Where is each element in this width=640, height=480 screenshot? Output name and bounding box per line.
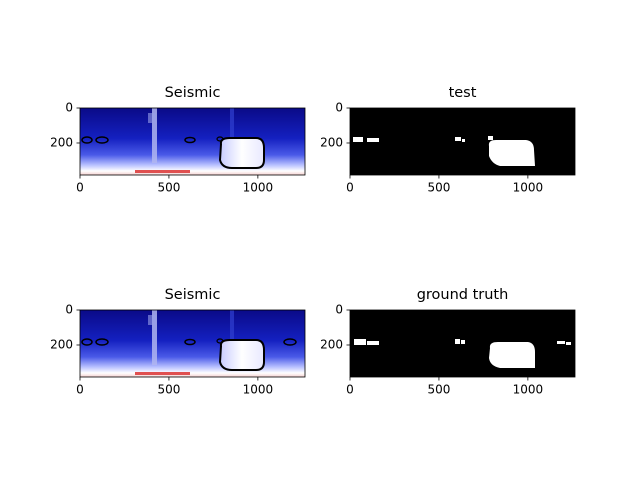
x-tick-label: 0	[76, 181, 84, 195]
x-tick-label: 0	[346, 383, 354, 397]
x-tick-label: 1000	[513, 181, 544, 195]
image-seismic-2	[79, 309, 306, 378]
axes-title: test	[449, 85, 477, 101]
y-tick-label: 200	[50, 135, 73, 149]
x-tick-label: 1000	[243, 383, 274, 397]
x-tick-label: 500	[427, 181, 450, 195]
axes-frame	[79, 107, 306, 176]
x-tick-label: 1000	[243, 181, 274, 195]
x-tick-label: 1000	[513, 383, 544, 397]
y-tick-label: 0	[335, 303, 343, 317]
y-tick-label: 0	[65, 303, 73, 317]
x-tick-label: 500	[157, 181, 180, 195]
y-tick-label: 200	[50, 337, 73, 351]
image-test	[350, 108, 575, 175]
axes-frame	[349, 107, 576, 176]
axes-frame	[79, 309, 306, 378]
axes-frame	[349, 309, 576, 378]
x-tick-label: 500	[157, 383, 180, 397]
x-tick-label: 0	[76, 383, 84, 397]
axes-title: Seismic	[165, 85, 221, 101]
image-ground-truth	[350, 310, 575, 377]
axes-title: Seismic	[165, 287, 221, 303]
x-tick-label: 500	[427, 383, 450, 397]
image-seismic-1	[79, 107, 306, 176]
y-tick-label: 0	[65, 101, 73, 115]
y-tick-label: 0	[335, 101, 343, 115]
y-tick-label: 200	[320, 135, 343, 149]
x-tick-label: 0	[346, 181, 354, 195]
y-tick-label: 200	[320, 337, 343, 351]
axes-title: ground truth	[417, 287, 509, 303]
